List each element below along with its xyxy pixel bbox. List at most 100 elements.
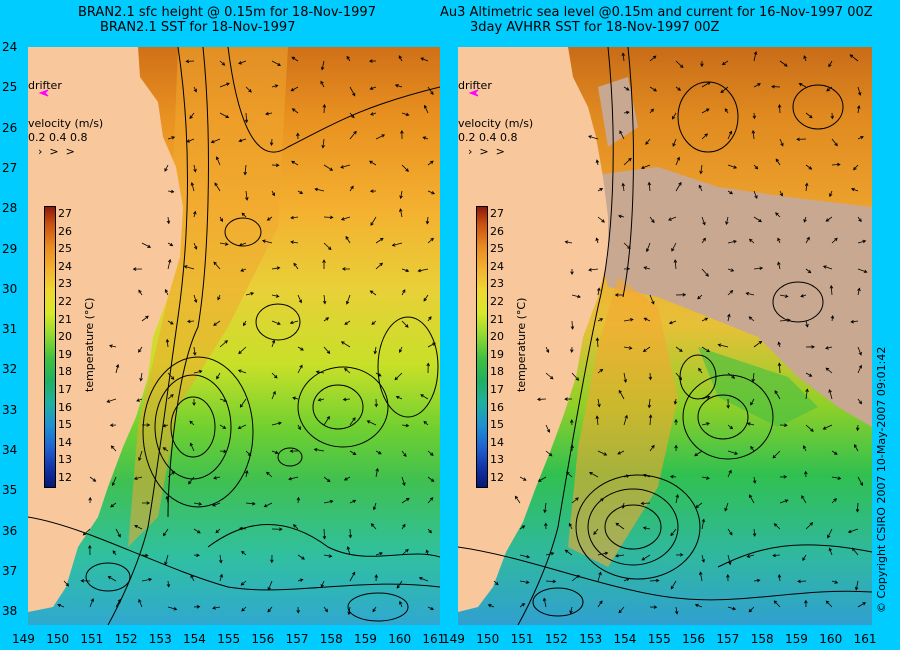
current-vector-arrow bbox=[342, 397, 351, 402]
current-vector-arrow bbox=[777, 341, 781, 348]
current-vector-arrow bbox=[822, 265, 833, 270]
current-vector-arrow bbox=[375, 467, 379, 478]
current-vector-arrow bbox=[615, 553, 625, 558]
colorbar-tick-label: 25 bbox=[58, 242, 72, 256]
current-vector-arrow bbox=[297, 364, 303, 374]
current-vector-arrow bbox=[423, 104, 429, 114]
current-vector-arrow bbox=[669, 474, 677, 479]
current-vector-arrow bbox=[396, 580, 403, 589]
current-vector-arrow bbox=[138, 346, 143, 353]
current-vector-arrow bbox=[748, 238, 755, 244]
current-vector-arrow bbox=[219, 449, 228, 454]
current-vector-arrow bbox=[857, 287, 861, 296]
current-vector-arrow bbox=[289, 449, 299, 453]
current-vector-arrow bbox=[727, 268, 735, 272]
current-vector-arrow bbox=[427, 316, 432, 322]
current-vector-arrow bbox=[674, 418, 678, 426]
current-vector-arrow bbox=[261, 239, 273, 244]
current-vector-arrow bbox=[672, 138, 677, 147]
current-vector-arrow bbox=[597, 498, 604, 504]
x-tick-label: 156 bbox=[682, 632, 705, 646]
current-vector-arrow bbox=[193, 605, 201, 609]
current-vector-arrow bbox=[349, 571, 356, 582]
current-vector-arrow bbox=[857, 239, 867, 244]
current-vector-arrow bbox=[597, 571, 602, 582]
current-vector-arrow bbox=[753, 578, 761, 583]
current-vector-arrow bbox=[394, 372, 403, 381]
x-tick-label: 157 bbox=[285, 632, 309, 646]
current-vector-arrow bbox=[857, 86, 862, 96]
current-vector-arrow bbox=[775, 212, 781, 218]
current-vector-arrow bbox=[375, 450, 382, 455]
current-vector-arrow bbox=[699, 164, 703, 175]
current-vector-arrow bbox=[699, 571, 703, 582]
current-vector-arrow bbox=[271, 339, 276, 348]
current-vector-arrow bbox=[400, 129, 404, 140]
left-velocity-arrows: › > > bbox=[38, 145, 75, 158]
current-vector-arrow bbox=[857, 135, 864, 140]
current-vector-arrow bbox=[701, 395, 711, 400]
current-vector-arrow bbox=[241, 550, 247, 556]
current-vector-arrow bbox=[564, 549, 573, 556]
current-vector-arrow bbox=[375, 372, 382, 377]
current-vector-arrow bbox=[323, 476, 331, 483]
current-vector-arrow bbox=[269, 138, 274, 146]
current-vector-arrow bbox=[240, 268, 247, 272]
current-vector-arrow bbox=[673, 259, 678, 270]
x-tick-label: 153 bbox=[579, 632, 603, 646]
current-vector-arrow bbox=[399, 190, 403, 200]
current-vector-arrow bbox=[857, 216, 862, 223]
current-vector-arrow bbox=[564, 240, 573, 244]
x-tick-label: 152 bbox=[544, 632, 568, 646]
current-vector-arrow bbox=[418, 576, 429, 582]
colorbar-tick-label: 21 bbox=[58, 312, 72, 326]
colorbar-tick-label: 17 bbox=[58, 383, 72, 396]
colorbar-tick-label: 25 bbox=[490, 242, 504, 256]
current-vector-arrow bbox=[375, 262, 383, 270]
current-vector-arrow bbox=[263, 502, 273, 508]
x-tick-label: 152 bbox=[114, 632, 138, 646]
current-vector-arrow bbox=[569, 606, 573, 615]
current-vector-arrow bbox=[349, 417, 356, 426]
current-vector-arrow bbox=[271, 294, 280, 298]
current-vector-arrow bbox=[825, 600, 833, 608]
current-vector-arrow bbox=[297, 294, 302, 304]
current-vector-arrow bbox=[399, 600, 403, 608]
current-vector-arrow bbox=[597, 600, 603, 608]
colorbar-tick-label: 19 bbox=[58, 347, 72, 361]
current-vector-arrow bbox=[323, 499, 334, 504]
current-vector-arrow bbox=[775, 158, 781, 166]
current-vector-arrow bbox=[670, 528, 677, 537]
current-vector-arrow bbox=[753, 83, 761, 88]
y-tick-label: 26 bbox=[2, 120, 18, 135]
current-vector-arrow bbox=[292, 524, 299, 530]
current-vector-arrow bbox=[724, 502, 729, 512]
current-vector-arrow bbox=[668, 216, 677, 221]
current-vector-arrow bbox=[244, 112, 249, 124]
y-tick-label: 25 bbox=[2, 80, 18, 95]
y-tick-label: 30 bbox=[2, 281, 18, 296]
current-vector-arrow bbox=[701, 554, 705, 563]
current-vector-arrow bbox=[675, 553, 684, 557]
current-vector-arrow bbox=[857, 398, 863, 405]
colorbar-tick-label: 15 bbox=[58, 418, 72, 432]
current-vector-arrow bbox=[57, 603, 65, 608]
current-vector-arrow bbox=[427, 476, 435, 482]
colorbar-tick-label: 26 bbox=[58, 224, 72, 238]
current-vector-arrow bbox=[804, 182, 809, 192]
current-vector-arrow bbox=[107, 576, 117, 582]
colorbar-tick-label: 15 bbox=[490, 418, 504, 432]
current-vector-arrow bbox=[349, 112, 355, 119]
current-vector-arrow bbox=[271, 190, 275, 197]
current-vector-arrow bbox=[805, 388, 809, 400]
current-vector-arrow bbox=[141, 315, 149, 322]
current-vector-arrow bbox=[320, 580, 325, 588]
current-vector-arrow bbox=[398, 55, 403, 62]
current-vector-arrow bbox=[647, 181, 652, 192]
current-vector-arrow bbox=[753, 51, 758, 62]
current-vector-arrow bbox=[348, 528, 353, 539]
colorbar-tick-label: 22 bbox=[58, 295, 72, 308]
current-vector-arrow bbox=[701, 346, 710, 353]
current-vector-arrow bbox=[219, 424, 227, 429]
current-vector-arrow bbox=[698, 184, 703, 192]
